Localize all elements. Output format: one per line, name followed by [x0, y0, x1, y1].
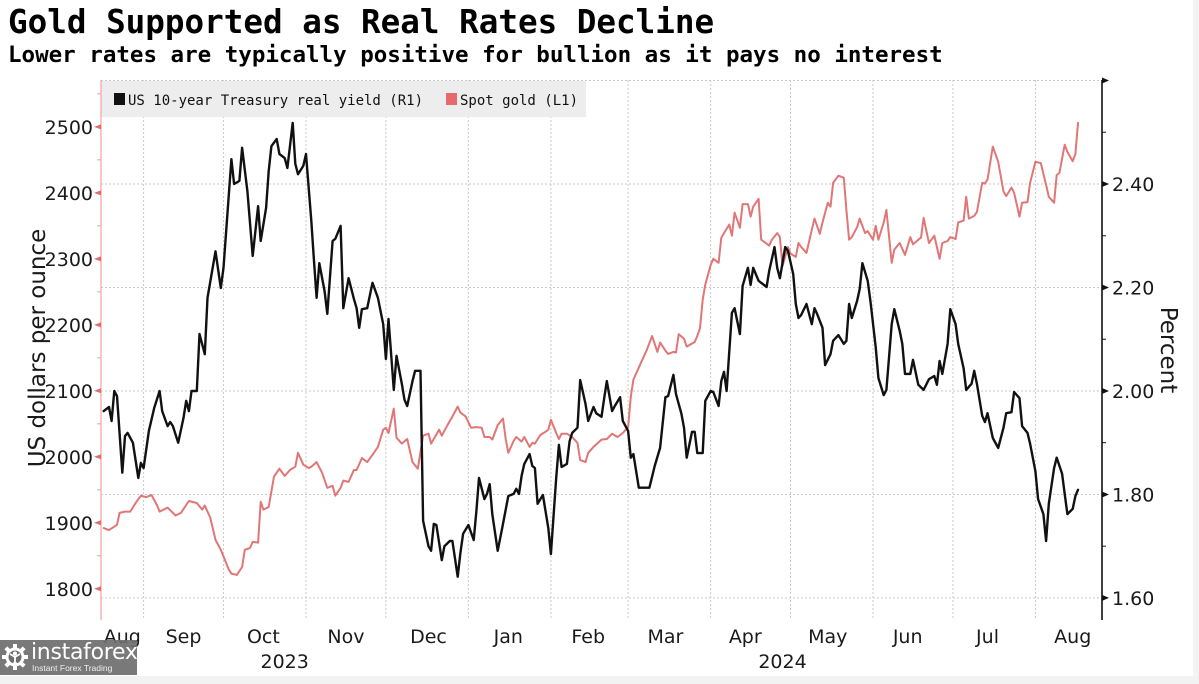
x-tick-label: Nov [327, 626, 364, 648]
x-tick-label: Aug [1054, 626, 1091, 648]
x-tick-label: Oct [247, 626, 280, 648]
x-tick-label: Jun [892, 626, 923, 648]
y-left-tick-label: 2000 [45, 447, 93, 469]
legend-background [101, 81, 586, 117]
x-tick-label: Jul [975, 626, 999, 648]
legend-label-spot-gold: Spot gold (L1) [460, 93, 578, 109]
y-left-tick [94, 322, 101, 328]
legend-swatch-spot-gold [446, 93, 457, 105]
x-tick-label: May [808, 626, 847, 648]
y-right-tick [1102, 77, 1109, 84]
y-left-tick [94, 256, 101, 262]
bottom-edge-band [0, 676, 1199, 684]
y-left-tick [94, 124, 101, 130]
y-left-tick [94, 454, 101, 460]
x-year-label: 2024 [758, 651, 806, 673]
y-left-tick-label: 2500 [45, 117, 93, 139]
y-left-tick-label: 1800 [45, 579, 93, 601]
y-left-tick-label: 2400 [45, 183, 93, 205]
y-right-tick-label: 1.80 [1112, 484, 1154, 506]
right-edge-band [1193, 0, 1199, 684]
x-tick-label: Feb [571, 626, 605, 648]
series-line-us-10-year-treasury-real-yield [102, 121, 1080, 578]
watermark-brand: instaforex [31, 640, 137, 665]
y-left-tick-label: 2100 [45, 381, 93, 403]
y-left-tick [94, 520, 101, 526]
y-right-tick [1102, 594, 1109, 601]
x-year-label: 2023 [261, 651, 309, 673]
x-tick-label: Dec [410, 626, 447, 648]
legend-swatch-real-yield [114, 93, 125, 105]
watermark-tagline: Instant Forex Trading [32, 663, 113, 673]
y-right-tick-label: 2.20 [1112, 277, 1154, 299]
y-left-tick-label: 1900 [45, 513, 93, 535]
y-right-tick-label: 1.60 [1112, 588, 1154, 610]
y-left-tick [94, 190, 101, 196]
axes [94, 77, 1109, 620]
watermark: instaforex Instant Forex Trading [0, 640, 137, 675]
x-tick-label: Jan [493, 626, 523, 648]
chart-title: Gold Supported as Real Rates Decline [8, 3, 715, 41]
y-right-tick [1102, 387, 1109, 394]
y-left-tick-label: 2200 [45, 315, 93, 337]
x-tick-label: Sep [166, 626, 202, 648]
gridlines [101, 80, 1102, 620]
y-right-tick [1102, 491, 1109, 498]
x-tick-label: Apr [729, 626, 762, 648]
y-left-tick [94, 388, 101, 394]
y-left-tick [94, 586, 101, 592]
y-right-tick-label: 2.40 [1112, 174, 1154, 196]
legend: US 10-year Treasury real yield (R1) Spot… [101, 81, 586, 117]
chart-subtitle: Lower rates are typically positive for b… [8, 42, 943, 68]
series-line-spot-gold [102, 121, 1079, 576]
y-right-axis-title: Percent [1155, 307, 1181, 394]
series-lines [102, 121, 1080, 578]
axis-labels: 1800 1900 2000 2100 2200 2300 2400 2500 1.60 1.80… [45, 117, 1155, 673]
y-left-tick-label: 2300 [45, 249, 93, 271]
legend-label-real-yield: US 10-year Treasury real yield (R1) [128, 93, 423, 109]
gear-figure-icon [2, 644, 28, 670]
y-right-tick [1102, 284, 1109, 291]
x-tick-label: Mar [647, 626, 683, 648]
y-right-tick [1102, 181, 1109, 187]
y-right-tick-label: 2.00 [1112, 381, 1154, 403]
y-left-axis-title: US dollars per ounce [25, 229, 51, 468]
